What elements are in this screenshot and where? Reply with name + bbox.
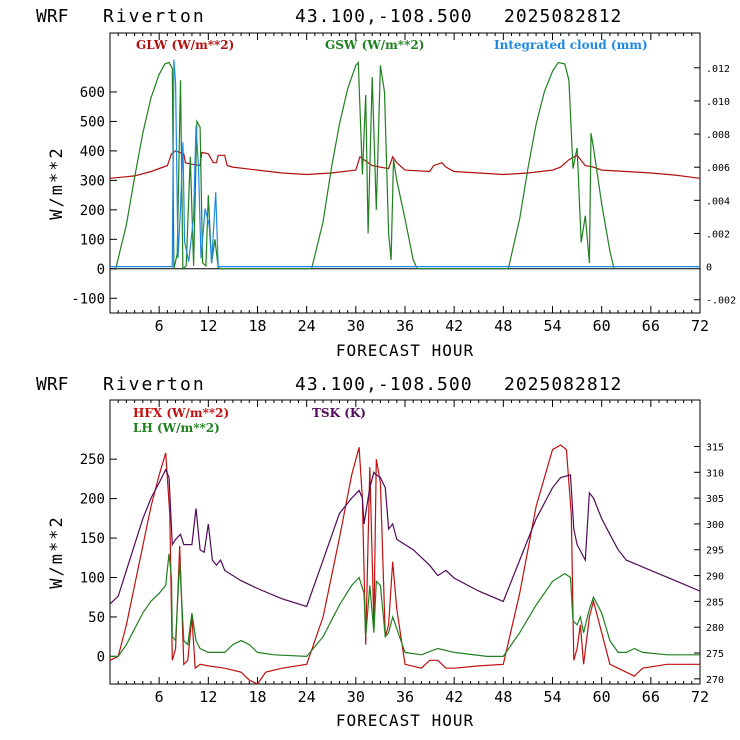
x-tick-label: 72: [691, 688, 709, 706]
x-tick-label: 72: [691, 317, 709, 335]
y2-tick-label: 305: [706, 494, 724, 505]
y-tick-label: 250: [80, 452, 105, 468]
legend-entry: GLW (W/m**2): [136, 38, 234, 52]
x-tick-label: 42: [445, 688, 463, 706]
y-tick-label: -100: [71, 291, 105, 307]
y-tick-label: 400: [80, 144, 105, 160]
y2-tick-label: 310: [706, 468, 724, 479]
y2-tick-label: 0: [706, 263, 712, 274]
x-tick-label: 30: [347, 688, 365, 706]
x-tick-label: 48: [494, 317, 512, 335]
x-tick-label: 48: [494, 688, 512, 706]
x-axis-label: FORECAST HOUR: [336, 711, 474, 730]
y-tick-label: 100: [80, 571, 105, 587]
x-tick-label: 42: [445, 317, 463, 335]
y-tick-label: 0: [97, 649, 105, 665]
y2-tick-label: -.002: [706, 296, 736, 307]
y-tick-label: 50: [88, 610, 105, 626]
x-tick-label: 60: [593, 688, 611, 706]
y-tick-label: 100: [80, 232, 105, 248]
x-tick-label: 54: [543, 317, 561, 335]
y2-tick-label: 300: [706, 520, 724, 531]
y2-tick-label: 290: [706, 572, 724, 583]
y-tick-label: 600: [80, 85, 105, 101]
y-tick-label: 0: [97, 262, 105, 278]
x-tick-label: 54: [543, 688, 561, 706]
y2-tick-label: 285: [706, 597, 724, 608]
y-tick-label: 150: [80, 531, 105, 547]
y2-tick-label: .006: [706, 163, 730, 174]
x-tick-label: 36: [396, 688, 414, 706]
header-coords: 43.100,-108.500: [295, 6, 473, 27]
x-tick-label: 60: [593, 317, 611, 335]
series-line-3: [110, 468, 700, 608]
x-tick-label: 6: [155, 688, 164, 706]
plot-frame: [109, 399, 701, 685]
y2-tick-label: 280: [706, 623, 724, 634]
x-tick-label: 24: [298, 688, 316, 706]
y-axis-label: W/m**2: [47, 515, 67, 588]
y-tick-label: 200: [80, 492, 105, 508]
x-tick-label: 12: [199, 317, 217, 335]
y-tick-label: 300: [80, 173, 105, 189]
y2-tick-label: 270: [706, 675, 724, 686]
x-tick-label: 66: [642, 317, 660, 335]
header-coords: 43.100,-108.500: [295, 374, 473, 395]
y-axis-label: W/m**2: [47, 146, 67, 219]
y2-tick-label: 315: [706, 442, 724, 453]
legend-entry: HFX (W/m**2): [133, 406, 229, 420]
chart-panel-2: WRF Riverton 43.100,-108.500 2025082812 6 12 1…: [36, 374, 724, 730]
x-tick-label: 6: [155, 317, 164, 335]
header-station: Riverton: [103, 6, 206, 27]
series-line-2: [110, 553, 700, 658]
header-station: Riverton: [103, 374, 206, 395]
series-line-2: [115, 60, 615, 271]
x-tick-label: 18: [248, 317, 266, 335]
legend-entry: Integrated cloud (mm): [494, 38, 648, 52]
header-date: 2025082812: [504, 374, 622, 395]
x-tick-label: 18: [248, 688, 266, 706]
y2-tick-label: .008: [706, 130, 730, 141]
x-axis-label: FORECAST HOUR: [336, 341, 474, 360]
y-tick-label: 200: [80, 203, 105, 219]
y2-tick-label: .002: [706, 229, 730, 240]
header-date: 2025082812: [504, 6, 622, 27]
x-tick-label: 24: [298, 317, 316, 335]
header-model: WRF: [36, 6, 69, 27]
series-line-3: [110, 59, 700, 268]
y2-tick-label: 275: [706, 649, 724, 660]
x-tick-label: 12: [199, 688, 217, 706]
series-line-1: [110, 444, 700, 684]
legend-entry: GSW (W/m**2): [325, 38, 424, 52]
y-tick-label: 500: [80, 114, 105, 130]
header-model: WRF: [36, 374, 69, 395]
y2-tick-label: .010: [706, 97, 730, 108]
x-tick-label: 36: [396, 317, 414, 335]
x-tick-label: 30: [347, 317, 365, 335]
chart-panel-1: WRF Riverton 43.100,-108.500 2025082812 6 12 1…: [36, 6, 736, 360]
y2-tick-label: 295: [706, 546, 724, 557]
legend-entry: TSK (K): [312, 406, 366, 420]
y2-tick-label: .004: [706, 196, 730, 207]
y2-tick-label: .012: [706, 64, 730, 75]
legend-entry: LH (W/m**2): [133, 421, 220, 435]
x-tick-label: 66: [642, 688, 660, 706]
